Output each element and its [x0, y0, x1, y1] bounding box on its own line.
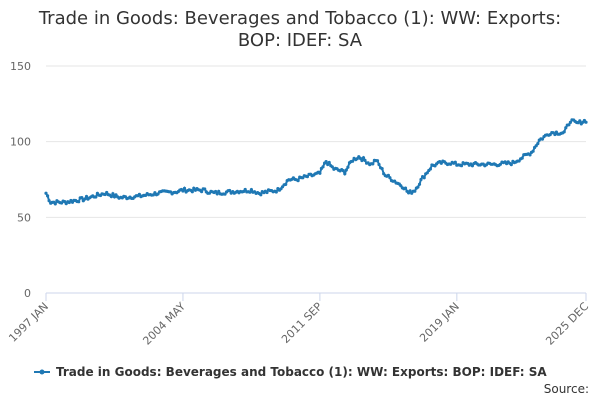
series-point[interactable]: [217, 189, 221, 193]
series-point[interactable]: [578, 119, 582, 123]
series-point[interactable]: [305, 175, 309, 179]
series-point[interactable]: [109, 195, 113, 199]
y-tick-label: 150: [10, 60, 31, 73]
series-point[interactable]: [94, 195, 98, 199]
y-tick-label: 50: [17, 211, 31, 224]
series-point[interactable]: [568, 120, 573, 124]
series-point[interactable]: [249, 188, 253, 192]
series-point[interactable]: [408, 189, 412, 193]
series-point[interactable]: [371, 162, 375, 166]
series-point[interactable]: [284, 182, 288, 186]
series-point[interactable]: [80, 196, 84, 200]
series-point[interactable]: [228, 188, 232, 193]
series-point[interactable]: [200, 190, 204, 194]
series-point[interactable]: [84, 194, 89, 199]
series-point[interactable]: [386, 173, 390, 177]
series-point[interactable]: [422, 176, 426, 180]
series-point[interactable]: [351, 159, 355, 163]
y-tick-label: 100: [10, 136, 31, 149]
series-point[interactable]: [111, 192, 115, 196]
series-point[interactable]: [344, 168, 348, 172]
series-point[interactable]: [567, 123, 571, 127]
series-point[interactable]: [341, 169, 345, 173]
series-point[interactable]: [324, 160, 328, 164]
x-tick-label: 1997 JAN: [6, 300, 51, 345]
series-point[interactable]: [425, 171, 429, 175]
series-point[interactable]: [318, 171, 322, 175]
x-tick-label: 2019 JAN: [417, 300, 462, 345]
series-point[interactable]: [274, 190, 278, 194]
series-point[interactable]: [182, 186, 187, 190]
x-tick-label: 2025 DEC: [543, 300, 591, 348]
series-point[interactable]: [343, 172, 347, 176]
series-point[interactable]: [47, 199, 51, 203]
series-point[interactable]: [428, 167, 432, 171]
series-point[interactable]: [584, 120, 588, 124]
series-point[interactable]: [363, 158, 367, 162]
series-point[interactable]: [416, 185, 420, 189]
series-point[interactable]: [380, 167, 384, 171]
series-point[interactable]: [520, 156, 524, 160]
series-point[interactable]: [419, 177, 423, 182]
series-point[interactable]: [361, 156, 366, 160]
series-point[interactable]: [377, 162, 381, 167]
legend-label: Trade in Goods: Beverages and Tobacco (1…: [56, 365, 547, 379]
legend-marker-swatch: [39, 369, 45, 375]
series-point[interactable]: [528, 153, 532, 157]
series-point[interactable]: [403, 186, 408, 190]
series-point[interactable]: [509, 163, 513, 167]
series-point[interactable]: [459, 164, 464, 168]
series-point[interactable]: [296, 179, 300, 183]
series-point[interactable]: [330, 165, 334, 169]
series-point[interactable]: [562, 130, 566, 134]
x-tick-label: 2011 SEP: [279, 300, 325, 346]
series-point[interactable]: [265, 190, 269, 195]
series-point[interactable]: [190, 190, 194, 194]
grid: [46, 65, 586, 294]
series-point[interactable]: [498, 162, 502, 166]
series-point[interactable]: [181, 189, 185, 193]
series-point[interactable]: [346, 165, 350, 169]
series-point[interactable]: [321, 165, 325, 169]
series-point[interactable]: [46, 194, 50, 198]
series-point[interactable]: [248, 190, 252, 194]
series-point[interactable]: [375, 159, 380, 163]
series-point[interactable]: [453, 160, 457, 164]
legend[interactable]: Trade in Goods: Beverages and Tobacco (1…: [34, 365, 547, 379]
series-point[interactable]: [214, 189, 218, 194]
series-point[interactable]: [360, 158, 364, 163]
series-point[interactable]: [540, 137, 545, 141]
series-point[interactable]: [553, 132, 557, 137]
series-point[interactable]: [531, 149, 535, 153]
y-tick-label: 0: [24, 287, 31, 300]
series: [44, 118, 588, 206]
series-point[interactable]: [203, 187, 207, 191]
series-point[interactable]: [413, 189, 417, 193]
series-point[interactable]: [44, 191, 48, 195]
series-point[interactable]: [536, 142, 540, 146]
series-point[interactable]: [215, 192, 219, 196]
series-point[interactable]: [259, 193, 263, 197]
x-tick-label: 2004 MAY: [140, 300, 188, 348]
series-point[interactable]: [77, 200, 81, 204]
chart-title-line-2: BOP: IDEF: SA: [238, 30, 363, 51]
series-point[interactable]: [399, 184, 403, 188]
series-point[interactable]: [564, 126, 568, 130]
series-point[interactable]: [53, 202, 57, 206]
y-axis-ticks: 0 50 100 150: [10, 60, 31, 300]
x-axis-ticks: 1997 JAN 2004 MAY 2011 SEP 2019 JAN 2025…: [6, 293, 591, 348]
series-point[interactable]: [327, 160, 331, 165]
source-label: Source:: [544, 382, 589, 396]
series-point[interactable]: [243, 187, 247, 192]
series-point[interactable]: [470, 164, 474, 168]
chart-title-line-1: Trade in Goods: Beverages and Tobacco (1…: [38, 8, 561, 29]
series-point[interactable]: [83, 197, 87, 201]
series-point[interactable]: [417, 182, 422, 186]
series-point[interactable]: [388, 176, 392, 180]
